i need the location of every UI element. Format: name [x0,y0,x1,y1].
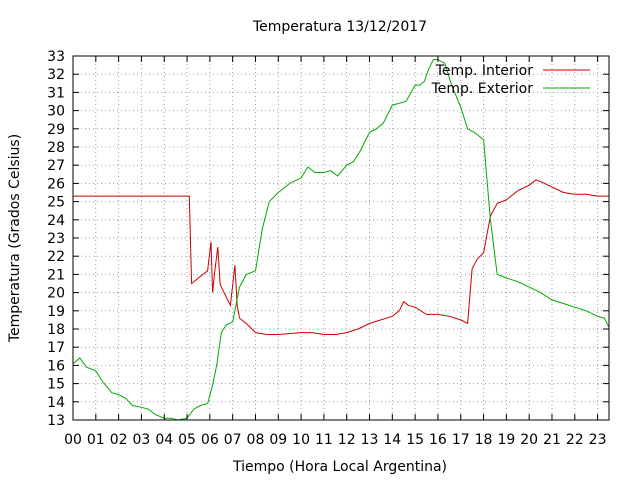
x-tick-label: 05 [178,432,196,448]
series-line-interior [73,179,609,335]
x-tick-label: 21 [543,432,561,448]
x-axis-label: Tiempo (Hora Local Argentina) [232,459,447,475]
x-tick-label: 11 [315,432,333,448]
axis-ticks: 1314151617181920212223242526272829303132… [47,49,609,448]
x-tick-label: 09 [269,432,287,448]
y-tick-label: 20 [47,286,65,302]
y-tick-label: 33 [47,49,65,65]
y-tick-label: 28 [47,140,65,156]
grid-lines [73,56,609,420]
x-tick-label: 23 [589,432,607,448]
y-tick-label: 32 [47,67,65,83]
y-axis-label: Temperatura (Grados Celsius) [7,134,23,343]
x-tick-label: 18 [475,432,493,448]
series-layer [72,59,610,421]
series-line-exterior [72,59,610,421]
y-tick-label: 14 [47,395,65,411]
x-tick-label: 20 [520,432,538,448]
y-tick-label: 30 [47,104,65,120]
x-tick-label: 00 [64,432,82,448]
y-tick-label: 18 [47,322,65,338]
y-tick-label: 17 [47,340,65,356]
y-tick-label: 24 [47,213,65,229]
y-tick-label: 22 [47,249,65,265]
x-tick-label: 08 [247,432,265,448]
y-tick-label: 31 [47,85,65,101]
x-tick-label: 03 [133,432,151,448]
x-tick-label: 14 [383,432,401,448]
y-tick-label: 23 [47,231,65,247]
y-tick-label: 27 [47,158,65,174]
x-tick-label: 01 [87,432,105,448]
legend-label-exterior: Temp. Exterior [431,81,534,97]
y-tick-label: 25 [47,195,65,211]
x-tick-label: 04 [155,432,173,448]
x-tick-label: 17 [452,432,470,448]
chart-title: Temperatura 13/12/2017 [252,19,427,35]
x-tick-label: 16 [429,432,447,448]
x-tick-label: 02 [110,432,128,448]
y-tick-label: 19 [47,304,65,320]
y-tick-label: 26 [47,176,65,192]
x-tick-label: 12 [338,432,356,448]
legend-label-interior: Temp. Interior [435,63,534,79]
x-tick-label: 06 [201,432,219,448]
x-tick-label: 10 [292,432,310,448]
x-tick-label: 13 [361,432,379,448]
y-tick-label: 21 [47,267,65,283]
legend: Temp. Interior Temp. Exterior [431,63,590,97]
y-tick-label: 13 [47,413,65,429]
x-tick-label: 22 [566,432,584,448]
x-tick-label: 07 [224,432,242,448]
y-tick-label: 15 [47,377,65,393]
y-tick-label: 29 [47,122,65,138]
y-tick-label: 16 [47,358,65,374]
x-tick-label: 19 [497,432,515,448]
x-tick-label: 15 [406,432,424,448]
